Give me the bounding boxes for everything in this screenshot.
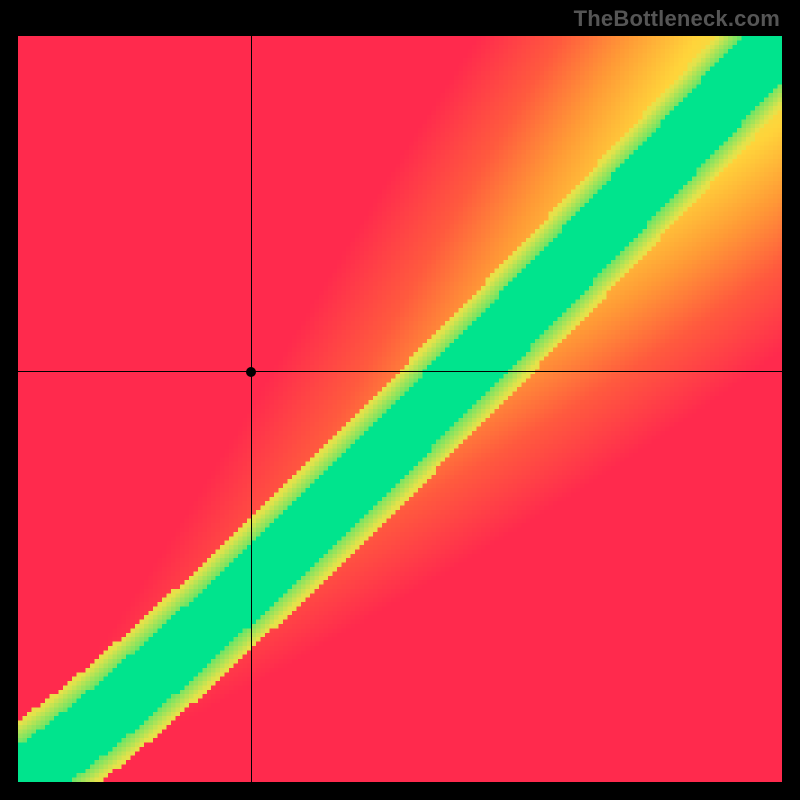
watermark-text: TheBottleneck.com	[574, 6, 780, 32]
chart-container: TheBottleneck.com	[0, 0, 800, 800]
heatmap-canvas	[18, 36, 782, 782]
